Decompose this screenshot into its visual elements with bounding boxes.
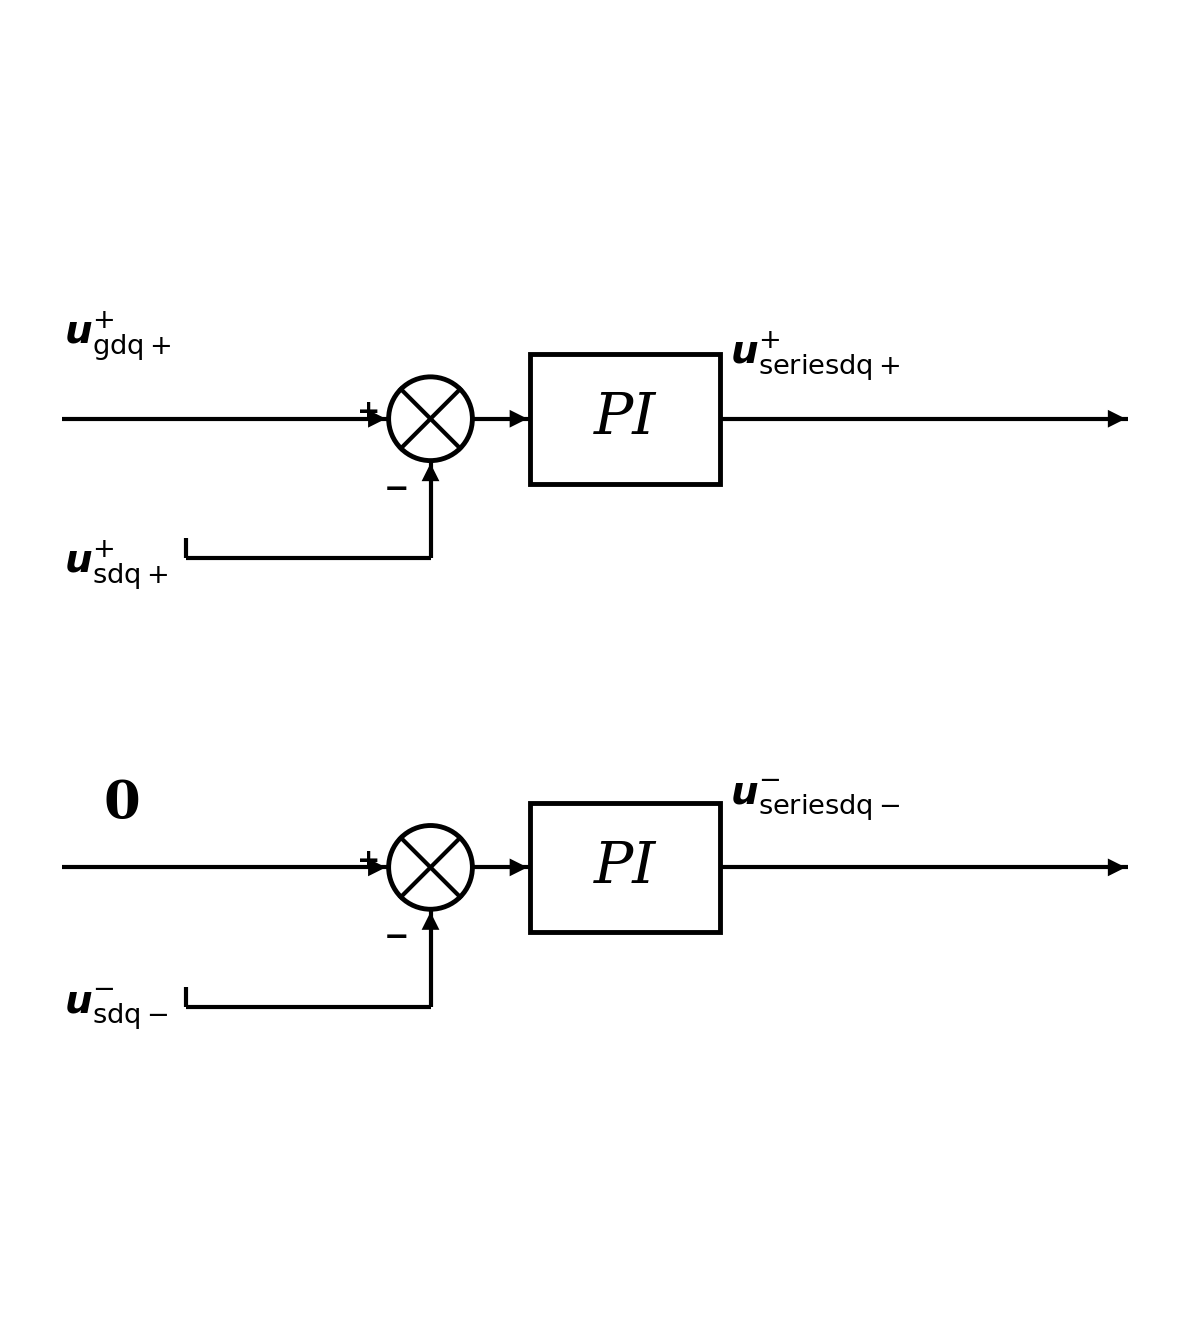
Text: $\boldsymbol{u}^{+}_{\mathrm{seriesdq+}}$: $\boldsymbol{u}^{+}_{\mathrm{seriesdq+}}… — [730, 329, 900, 383]
Text: $\boldsymbol{u}^{+}_{\mathrm{gdq+}}$: $\boldsymbol{u}^{+}_{\mathrm{gdq+}}$ — [64, 309, 171, 363]
Text: −: − — [384, 475, 410, 504]
Text: PI: PI — [593, 390, 656, 447]
Text: $\boldsymbol{u}^{+}_{\mathrm{sdq+}}$: $\boldsymbol{u}^{+}_{\mathrm{sdq+}}$ — [64, 538, 168, 593]
Text: 0: 0 — [103, 777, 139, 829]
Text: $\boldsymbol{u}^{-}_{\mathrm{seriesdq-}}$: $\boldsymbol{u}^{-}_{\mathrm{seriesdq-}}… — [730, 777, 900, 823]
Text: PI: PI — [593, 839, 656, 895]
Bar — [530, 802, 719, 932]
Bar — [530, 354, 719, 484]
Text: $\boldsymbol{u}^{-}_{\mathrm{sdq-}}$: $\boldsymbol{u}^{-}_{\mathrm{sdq-}}$ — [64, 987, 168, 1033]
Text: +: + — [357, 398, 381, 427]
Text: −: − — [384, 923, 410, 952]
Text: +: + — [357, 847, 381, 875]
